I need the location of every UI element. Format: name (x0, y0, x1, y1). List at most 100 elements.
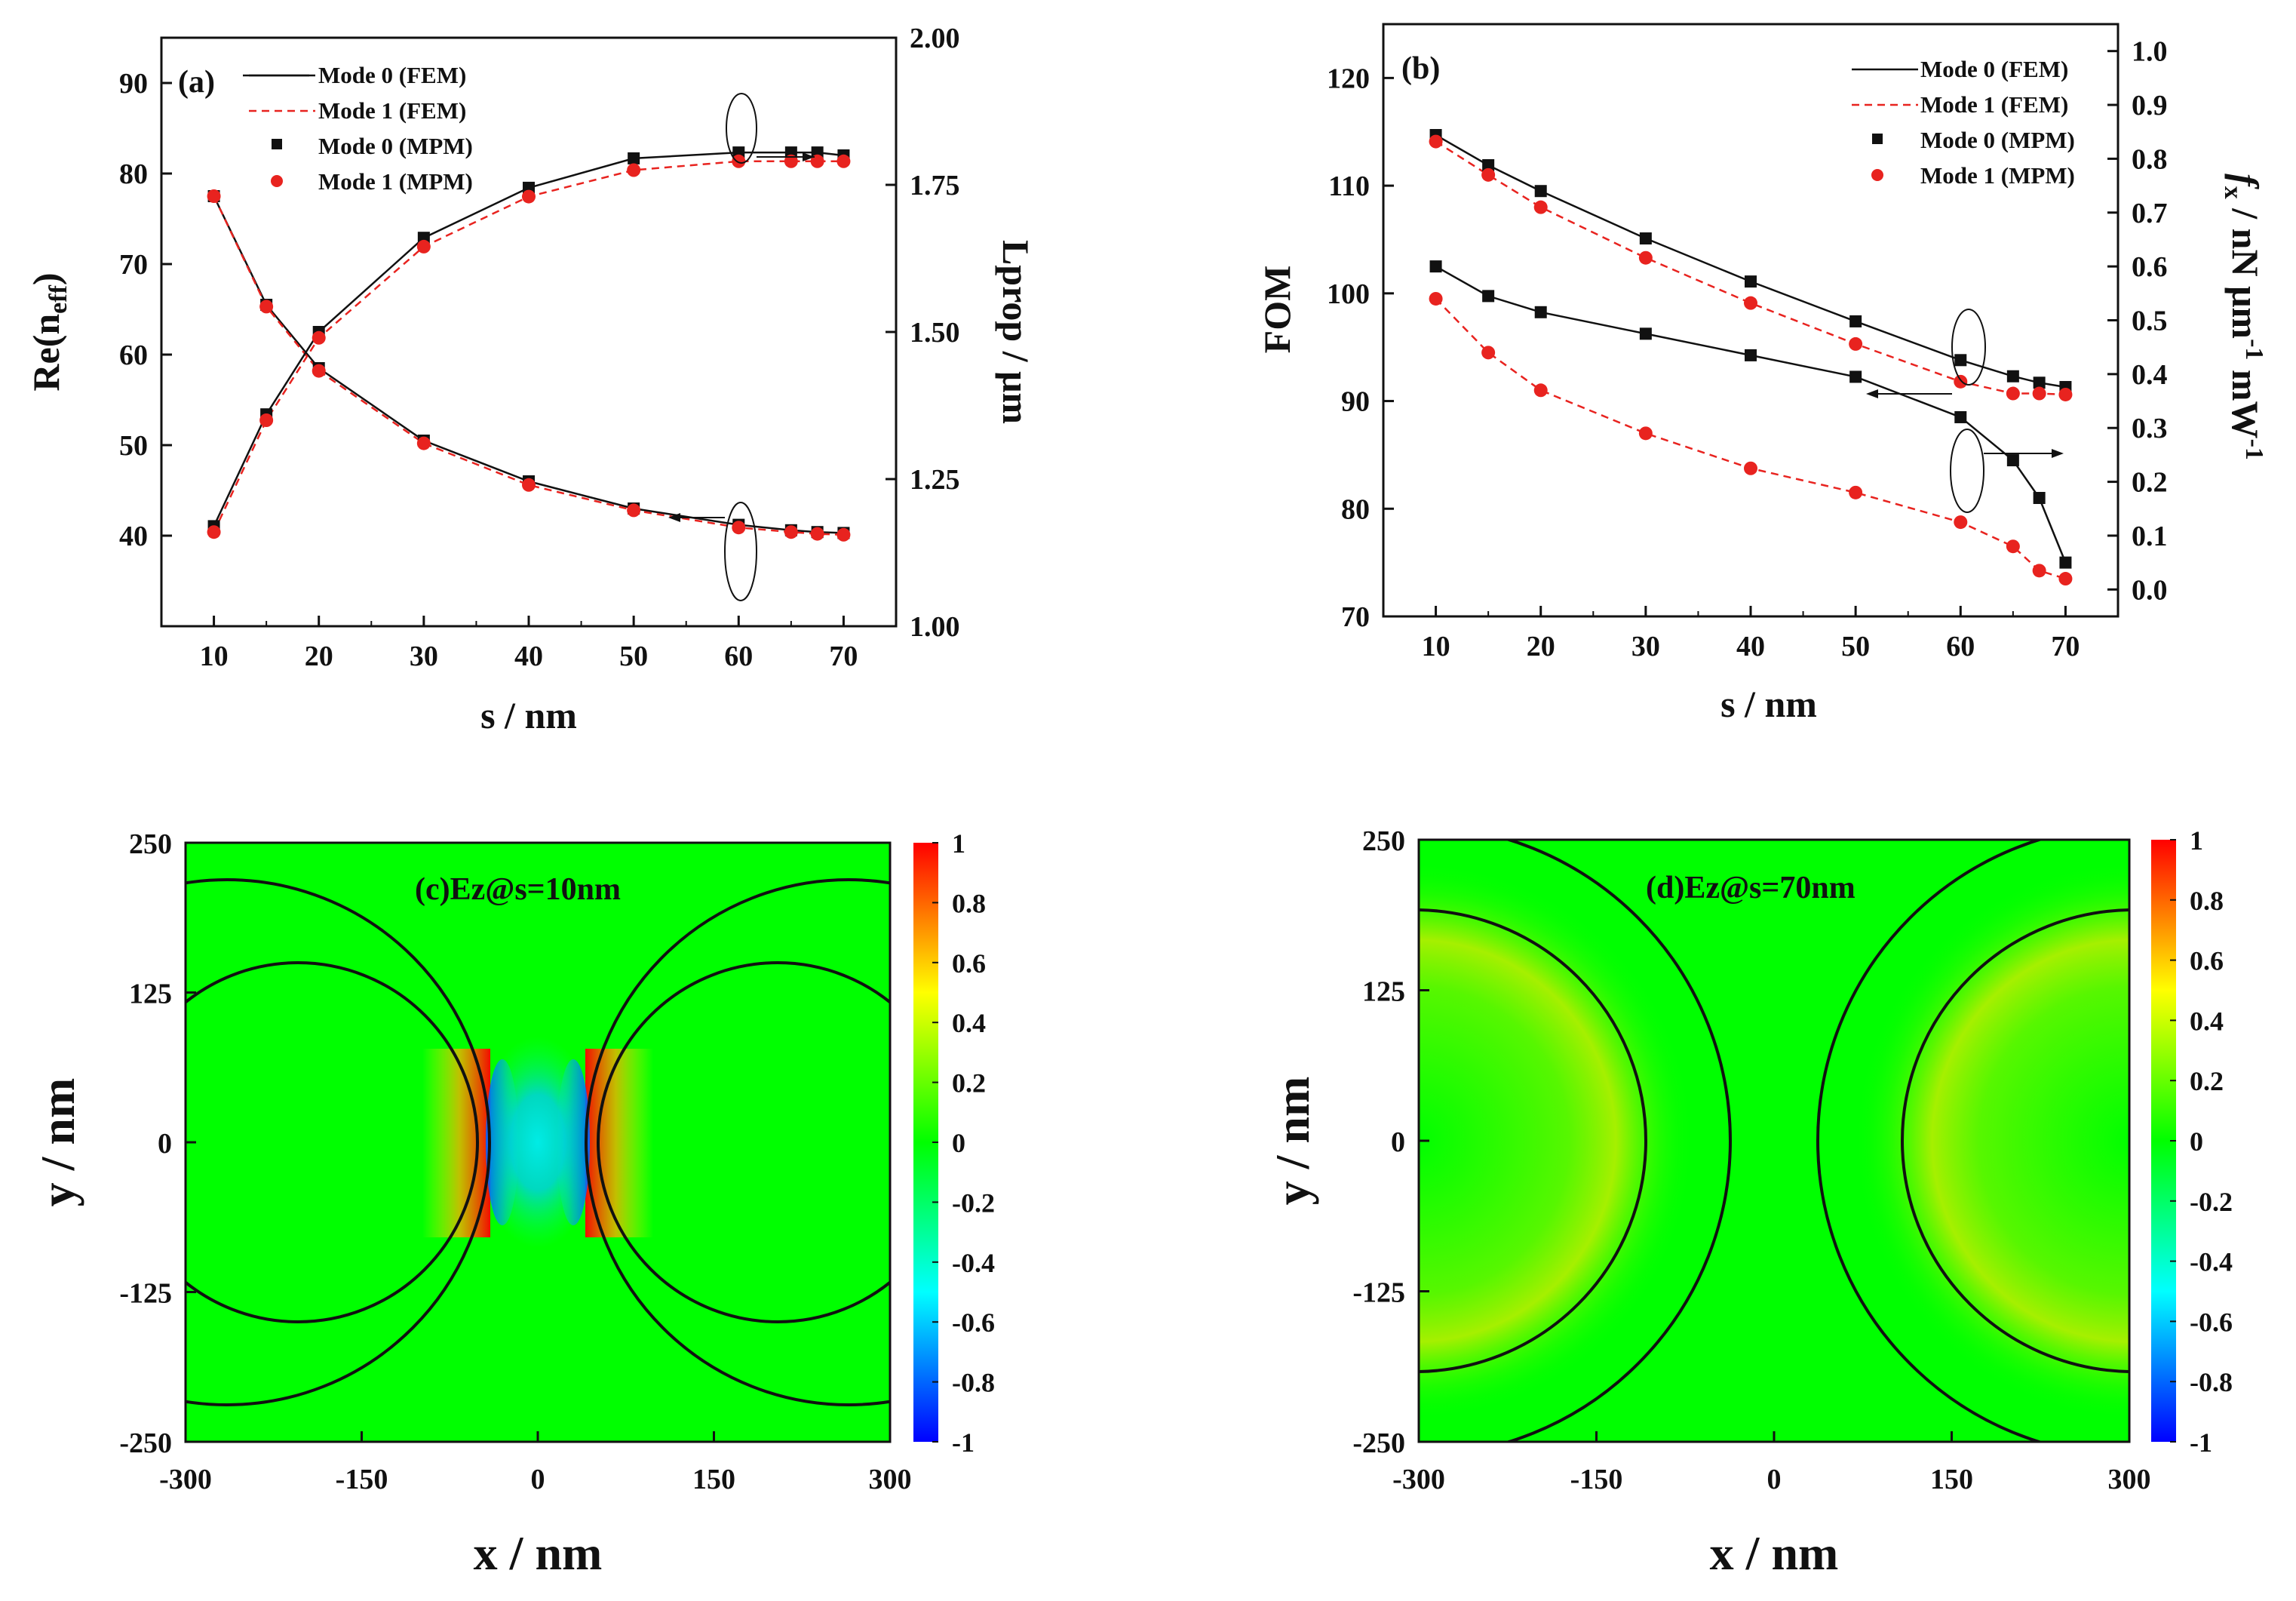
annotation-left-axis (668, 502, 757, 601)
y-tick-label: -250 (1352, 1427, 1405, 1459)
data-point-mode1-right (627, 163, 641, 177)
y-right-tick-label: 1.0 (2132, 36, 2168, 68)
data-point-mode1-left (259, 300, 274, 314)
colorbar-tick-label: 0.8 (952, 888, 986, 918)
y-right-tick-label: 0.9 (2132, 90, 2168, 121)
data-point-mode1-right (259, 413, 274, 427)
x-tick-label: 40 (1736, 631, 1765, 662)
data-point-mode0-left (1745, 275, 1757, 288)
x-tick-label: 10 (200, 641, 229, 672)
data-point-mode0-right (1849, 370, 1862, 383)
colorbar-tick-label: 0.2 (952, 1068, 986, 1099)
panel-label: (c)Ez@s=10nm (415, 872, 621, 907)
y-right-tick-label: 1.50 (910, 317, 960, 349)
data-point-mode1-left (1638, 250, 1653, 265)
plot-frame (160, 36, 898, 628)
data-point-mode0-left (1534, 185, 1547, 198)
data-point-mode1-left (1744, 296, 1757, 310)
y-left-tick-label: 60 (119, 340, 148, 371)
data-point-mode0-left (1849, 315, 1862, 327)
colorbar-tick-label: 0.4 (952, 1008, 986, 1038)
data-point-mode1-left (2032, 386, 2046, 401)
y-tick-label: 0 (158, 1128, 172, 1160)
y-left-tick-label: 40 (119, 521, 148, 552)
x-tick-label: -300 (159, 1464, 212, 1495)
inner-circle-left (1419, 908, 1647, 1373)
data-point-mode0-left (2033, 376, 2046, 389)
x-tick-label: -150 (1570, 1464, 1623, 1495)
data-point-mode1-left (2058, 387, 2073, 401)
data-point-mode1-left (627, 503, 641, 518)
colorbar-tick-label: -1 (2190, 1427, 2212, 1458)
colorbar-tick-label: -0.6 (2190, 1307, 2233, 1337)
x-axis-label: s / nm (1720, 683, 1817, 725)
y-axis-label: y / nm (31, 1078, 84, 1207)
x-tick-label: 30 (410, 641, 438, 672)
y-left-tick-label: 80 (1341, 493, 1370, 525)
data-point-mode1-right (416, 239, 431, 254)
annotation-left-axis (1866, 309, 1986, 398)
data-point-mode1-right (1429, 291, 1443, 306)
x-axis-label: x / nm (1710, 1526, 1839, 1580)
x-tick-label: 300 (2108, 1464, 2151, 1495)
panel-d: -300 -150 0 150 300 -250 -125 0 125 250 (d)Ez@s=7… (1266, 825, 2233, 1580)
data-point-mode1-right (784, 154, 798, 168)
colorbar-tick-label: 1 (2190, 825, 2203, 856)
data-point-mode1-right (2058, 572, 2073, 586)
y-tick-label: 250 (129, 828, 172, 860)
y-left-tick-label: 70 (119, 249, 148, 281)
colorbar-tick-label: -0.2 (952, 1188, 995, 1218)
x-tick-label: 20 (1527, 631, 1555, 662)
data-point-mode1-left (836, 527, 851, 542)
x-tick-label: -300 (1392, 1464, 1445, 1495)
colorbar-tick-label: -1 (952, 1427, 975, 1458)
y-left-tick-label: 120 (1327, 63, 1370, 94)
y-axis-label-right: fx / nN μm-1 mW-1 (2219, 174, 2268, 460)
annotation-right-axis (726, 93, 815, 164)
y-left-tick-label: 100 (1327, 278, 1370, 310)
x-tick-label: 0 (531, 1464, 545, 1495)
legend-label-mode0-fem: Mode 0 (FEM) (318, 62, 466, 88)
colorbar-tick-label: -0.8 (2190, 1367, 2233, 1397)
colorbar-tick-label: 0.6 (952, 948, 986, 979)
y-right-tick-label: 2.00 (910, 23, 960, 54)
colorbar-tick-label: 0 (952, 1128, 965, 1158)
x-axis-label: x / nm (474, 1526, 603, 1580)
data-point-mode1-left (522, 478, 536, 492)
x-tick-label: 60 (1946, 631, 1975, 662)
legend-marker-mode0-mpm (1872, 134, 1883, 144)
series-line-mode1-left (1435, 140, 2066, 396)
data-point-mode1-right (1481, 346, 1496, 360)
data-point-mode1-left (416, 436, 431, 450)
data-point-mode1-left (1481, 167, 1496, 182)
data-point-mode1-right (312, 330, 326, 345)
y-axis-label-right: Lprop / μm (995, 240, 1037, 424)
data-point-mode1-right (810, 154, 824, 168)
data-point-mode1-left (2006, 386, 2020, 401)
y-tick-label: -250 (119, 1427, 172, 1459)
data-point-mode1-right (1638, 426, 1653, 441)
data-point-mode1-right (1533, 383, 1548, 398)
colorbar-tick-label: -0.8 (952, 1368, 995, 1398)
data-point-mode1-left (312, 364, 326, 378)
outer-circle-right (585, 878, 890, 1406)
legend-label-mode0-mpm: Mode 0 (MPM) (318, 133, 473, 159)
legend-b: Mode 0 (FEM) Mode 1 (FEM) Mode 0 (MPM) M… (1852, 56, 2075, 189)
data-point-mode1-right (2032, 564, 2046, 578)
data-point-mode1-right (522, 189, 536, 204)
data-point-mode0-left (2006, 370, 2019, 383)
x-tick-label: 150 (1930, 1464, 1973, 1495)
x-tick-label: 0 (1767, 1464, 1782, 1495)
legend-label-mode1-fem: Mode 1 (FEM) (318, 97, 466, 124)
y-right-tick-label: 0.2 (2132, 467, 2168, 499)
y-right-tick-label: 1.25 (910, 464, 960, 496)
outer-circle-left (186, 878, 491, 1406)
y-right-tick-label: 0.1 (2132, 521, 2168, 552)
y-tick-label: 250 (1362, 825, 1405, 857)
colorbar-tick-label: -0.4 (2190, 1247, 2233, 1277)
legend-marker-mode0-mpm (272, 139, 282, 149)
inner-circle-right (1901, 908, 2129, 1373)
y-left-tick-label: 80 (119, 158, 148, 190)
data-point-mode0-right (1745, 349, 1757, 361)
panel-b: 10 20 30 40 50 60 70 70 80 90 100 110 120 0.0 0.1 0.2 0.… (1256, 23, 2268, 725)
